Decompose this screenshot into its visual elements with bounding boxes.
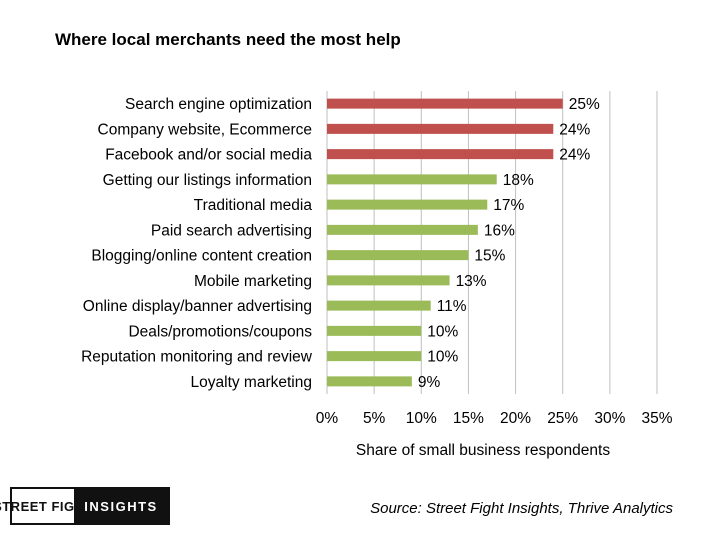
logo-right-text: INSIGHTS [74, 489, 168, 523]
logo-left-text: STREET FIGHT [0, 498, 93, 514]
labels: 0% 5% 10% 15% 20% 25% 30% 35% Search engine opti… [81, 96, 673, 427]
source-note: Source: Street Fight Insights, Thrive An… [370, 500, 673, 517]
x-axis-title: Share of small business respondents [356, 442, 610, 459]
category-label: Online display/banner advertising [83, 298, 312, 315]
bar [327, 123, 554, 134]
category-label: Reputation monitoring and review [81, 349, 313, 366]
value-label: 15% [474, 248, 505, 265]
value-label: 18% [503, 172, 534, 189]
x-tick-label: 30% [594, 410, 625, 427]
category-label: Company website, Ecommerce [98, 121, 313, 138]
value-label: 10% [427, 323, 458, 340]
category-label: Paid search advertising [151, 222, 312, 239]
x-tick-label: 15% [453, 410, 484, 427]
chart-title: Where local merchants need the most help [55, 30, 401, 49]
value-label: 25% [569, 96, 600, 113]
bar [327, 250, 469, 261]
bar [327, 275, 450, 286]
value-label: 16% [484, 222, 515, 239]
value-label: 13% [456, 273, 487, 290]
bar [327, 351, 422, 362]
category-label: Facebook and/or social media [105, 147, 312, 164]
bar [327, 300, 431, 311]
category-label: Traditional media [194, 197, 313, 214]
bar [327, 98, 563, 109]
bar [327, 224, 478, 235]
bar [327, 199, 488, 210]
category-label: Blogging/online content creation [91, 248, 312, 265]
value-label: 10% [427, 349, 458, 366]
bars [327, 98, 563, 387]
category-label: Search engine optimization [125, 96, 312, 113]
x-tick-label: 20% [500, 410, 531, 427]
x-tick-label: 25% [547, 410, 578, 427]
category-label: Deals/promotions/coupons [128, 323, 312, 340]
value-label: 11% [437, 298, 467, 315]
value-label: 24% [559, 147, 590, 164]
category-label: Getting our listings information [103, 172, 312, 189]
category-label: Mobile marketing [194, 273, 312, 290]
bar [327, 376, 412, 387]
value-label: 17% [493, 197, 524, 214]
x-tick-label: 35% [641, 410, 672, 427]
x-tick-label: 0% [316, 410, 339, 427]
x-tick-label: 10% [406, 410, 437, 427]
bar [327, 149, 554, 160]
value-label: 24% [559, 121, 590, 138]
value-label: 9% [418, 374, 441, 391]
street-fight-insights-logo: STREET FIGHT INSIGHTS [0, 487, 170, 525]
bar [327, 174, 497, 185]
gridlines [326, 91, 658, 394]
x-tick-label: 5% [363, 410, 386, 427]
bar [327, 325, 422, 336]
category-label: Loyalty marketing [191, 374, 312, 391]
